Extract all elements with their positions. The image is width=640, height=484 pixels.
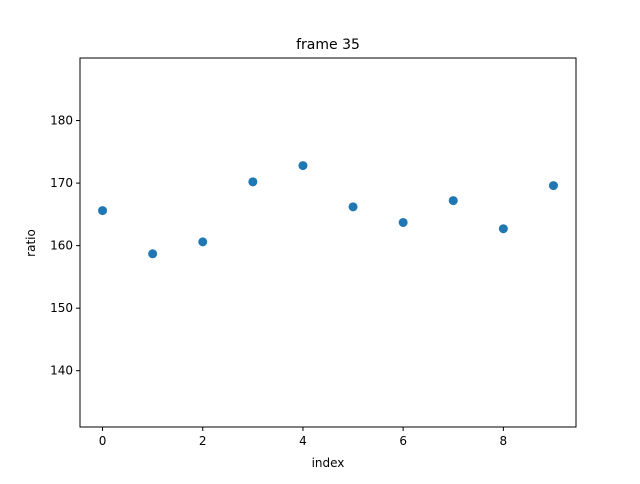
y-axis-ticks: 140 150 160 170 180 <box>50 114 80 378</box>
y-tick-label: 140 <box>50 364 73 378</box>
x-tick-label: 6 <box>399 434 407 448</box>
data-point <box>498 224 508 234</box>
x-tick-label: 2 <box>199 434 207 448</box>
x-tick-label: 8 <box>500 434 508 448</box>
x-axis-ticks: 0 2 4 6 8 <box>99 427 507 448</box>
data-point <box>248 177 258 187</box>
chart-title: frame 35 <box>296 37 360 53</box>
data-point <box>398 217 408 227</box>
plot-area <box>79 57 577 428</box>
y-tick-label: 160 <box>50 239 73 253</box>
x-tick-label: 0 <box>99 434 107 448</box>
y-tick-label: 180 <box>50 114 73 128</box>
data-point <box>148 249 158 259</box>
data-point <box>198 237 208 247</box>
x-tick-label: 4 <box>299 434 307 448</box>
data-points <box>98 161 558 259</box>
data-point <box>448 196 458 206</box>
data-point <box>548 181 558 191</box>
data-point <box>348 202 358 212</box>
data-point <box>298 161 308 171</box>
data-point <box>98 206 108 216</box>
y-tick-label: 150 <box>50 301 73 315</box>
x-axis-label: index <box>312 456 345 470</box>
y-tick-label: 170 <box>50 176 73 190</box>
y-axis-label: ratio <box>24 229 38 257</box>
